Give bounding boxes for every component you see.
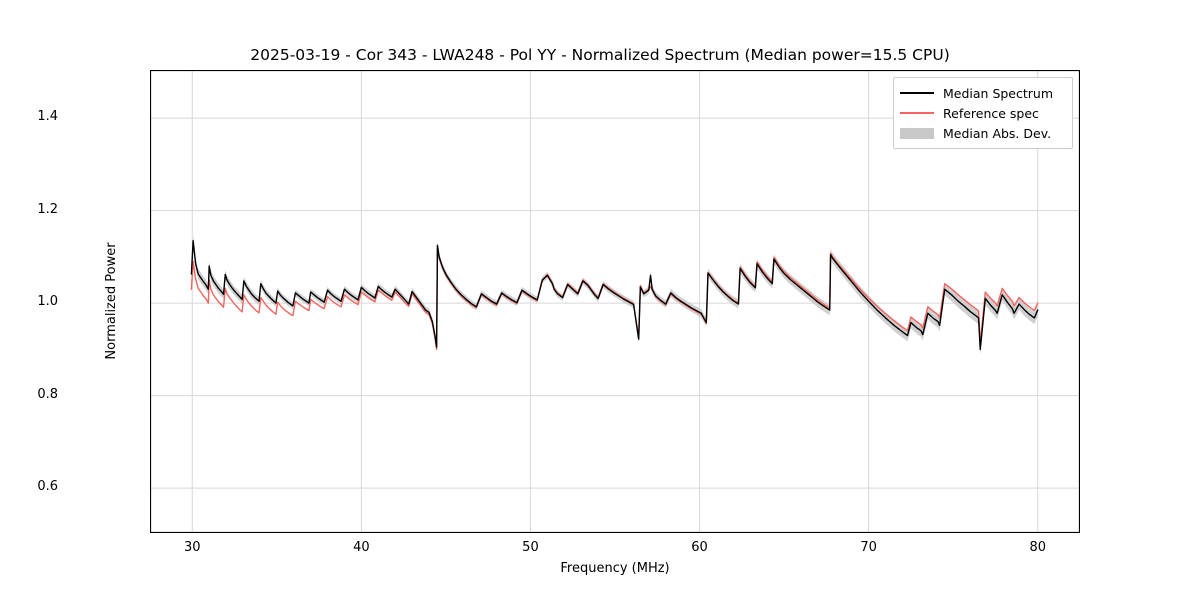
legend-label: Reference spec [943,105,1039,121]
x-tick-label: 40 [353,540,370,555]
y-tick-label: 0.8 [37,386,58,402]
x-axis-label: Frequency (MHz) [560,561,670,576]
legend-key-line-icon [900,106,934,120]
legend-label: Median Spectrum [943,85,1054,101]
series-lines [190,239,1039,351]
legend-label: Median Abs. Dev. [943,125,1052,141]
legend-item-median-spectrum: Median Spectrum [900,83,1066,103]
x-tick-label: 30 [183,540,201,555]
y-tick-label: 1.0 [37,294,58,310]
mad-band [191,235,1038,356]
y-tick-label: 1.4 [37,109,58,125]
y-tick-label: 0.6 [37,479,58,495]
legend-item-reference-spec: Reference spec [900,103,1066,123]
x-tick-label: 50 [522,540,539,555]
legend-key-line-icon [900,86,934,100]
page-title: 2025-03-19 - Cor 343 - LWA248 - Pol YY -… [250,46,950,64]
x-tick-label: 70 [860,540,877,555]
y-axis-label: Normalized Power [104,242,119,360]
tick-marks [150,118,1038,533]
x-tick-label: 80 [1029,540,1046,555]
legend-key-patch-icon [900,126,934,140]
axes-spine [150,70,1080,533]
legend-item-median-abs-dev: Median Abs. Dev. [900,123,1066,143]
y-tick-label: 1.2 [37,201,58,217]
legend: Median Spectrum Reference spec Median Ab… [893,77,1073,149]
x-tick-label: 60 [691,540,708,555]
